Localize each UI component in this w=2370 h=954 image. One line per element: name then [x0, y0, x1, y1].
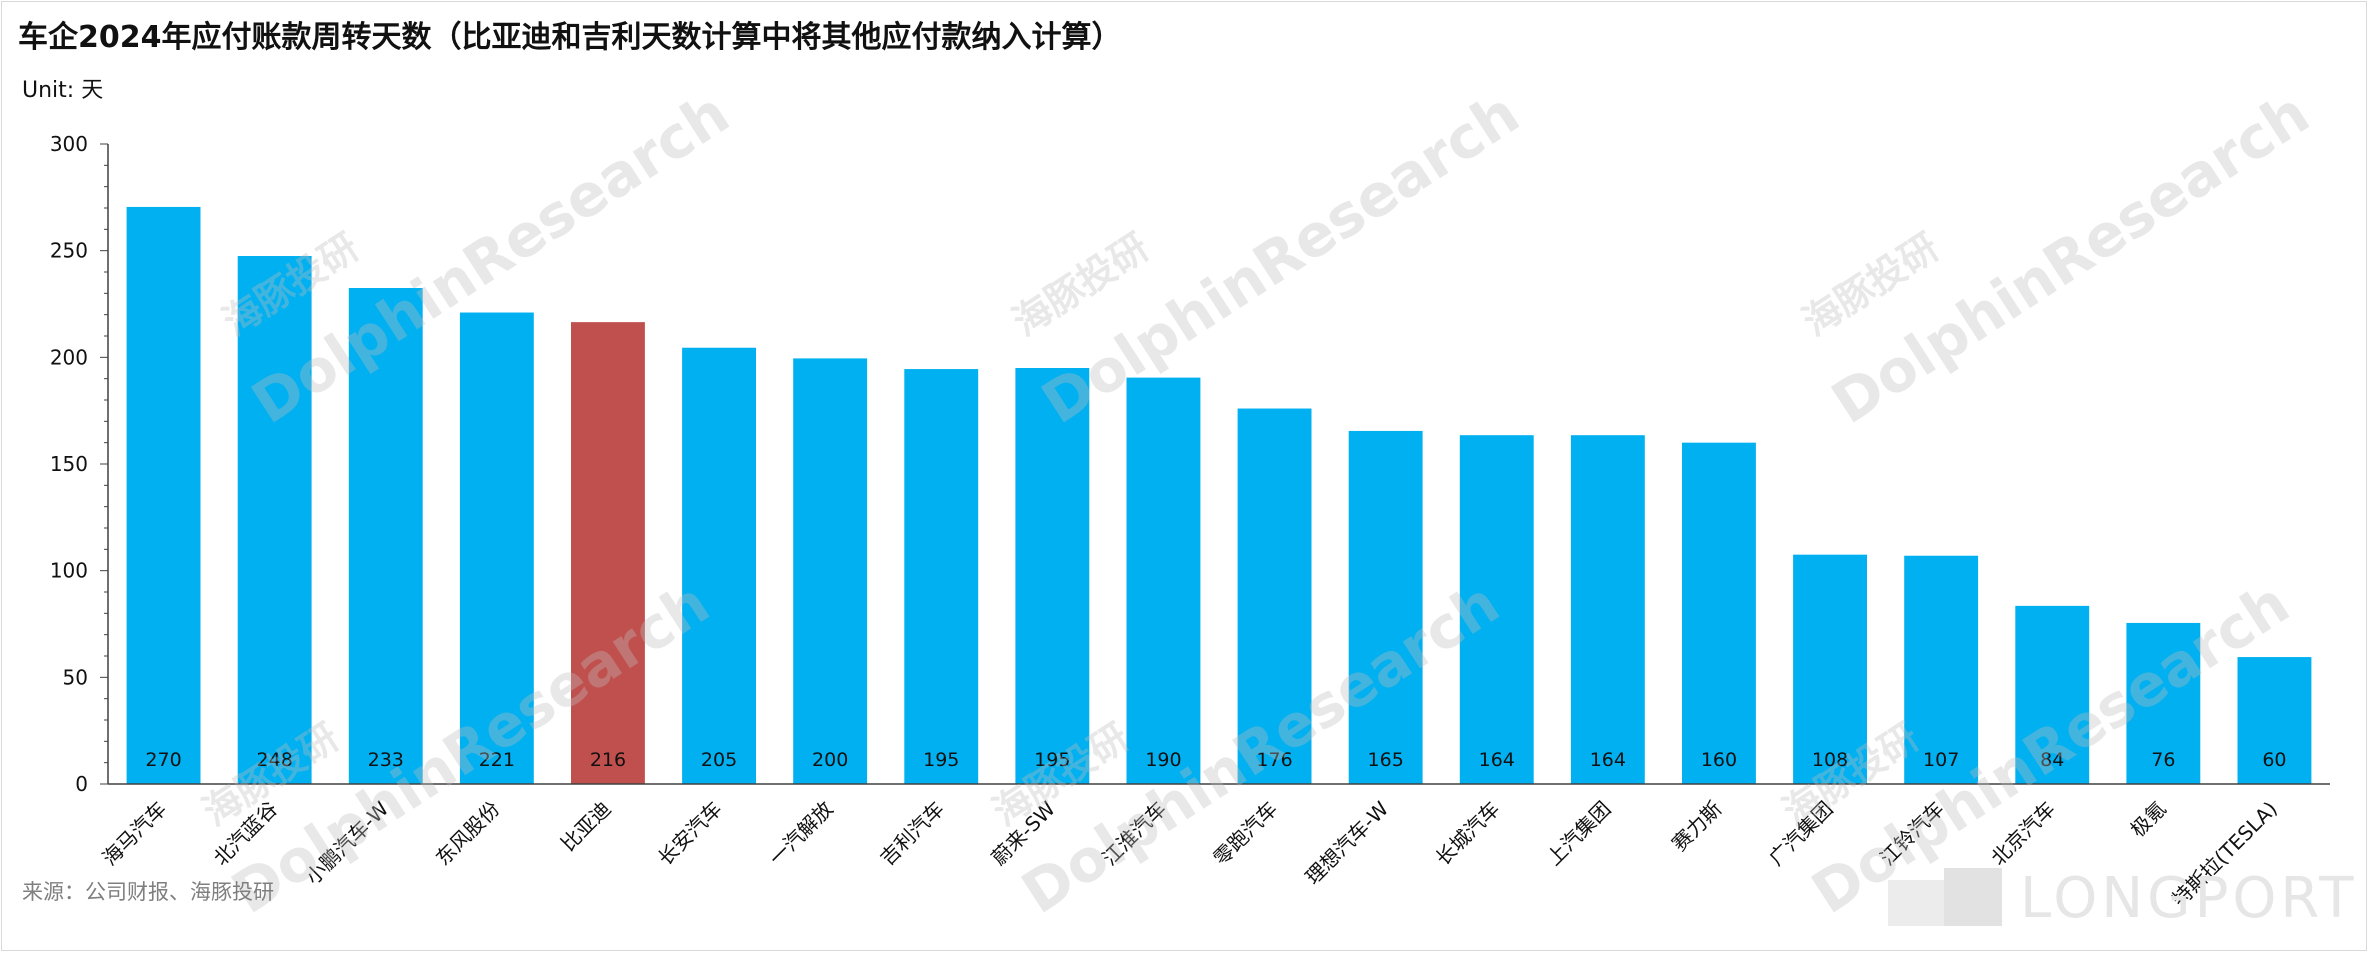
bar-value-label: 176 — [1256, 749, 1292, 771]
bar — [1459, 435, 1534, 784]
x-category-label: 理想汽车-W — [1301, 796, 1394, 889]
bar-value-label: 108 — [1812, 749, 1848, 771]
y-tick-label: 300 — [50, 132, 88, 156]
bar — [1793, 554, 1867, 784]
y-tick-label: 200 — [50, 345, 88, 369]
bar — [1126, 377, 1201, 784]
bar — [1015, 368, 1090, 784]
x-category-label: 广汽集团 — [1764, 797, 1838, 871]
bar — [1904, 555, 1979, 784]
bar-value-label: 205 — [701, 749, 737, 771]
bar — [904, 369, 979, 784]
bar-value-label: 216 — [590, 749, 626, 771]
bar — [237, 256, 312, 784]
bar — [1237, 408, 1312, 784]
bar-value-label: 270 — [145, 749, 181, 771]
bar-value-label: 221 — [479, 749, 515, 771]
x-category-label: 东风股份 — [431, 797, 505, 871]
bar-value-label: 195 — [1034, 749, 1070, 771]
bar — [1348, 430, 1423, 784]
x-category-label: 一汽解放 — [764, 797, 838, 871]
x-category-label: 赛力斯 — [1667, 797, 1726, 856]
bar — [126, 206, 201, 784]
bar-value-label: 195 — [923, 749, 959, 771]
bar-value-label: 84 — [2040, 749, 2064, 771]
x-category-label: 江铃汽车 — [1875, 797, 1949, 871]
x-category-label: 蔚来-SW — [987, 796, 1060, 869]
y-tick-label: 0 — [75, 772, 88, 796]
bar-value-label: 233 — [368, 749, 404, 771]
bar-value-label: 164 — [1590, 749, 1626, 771]
x-category-label: 长城汽车 — [1431, 797, 1505, 871]
x-category-label: 北京汽车 — [1986, 797, 2060, 871]
bar — [682, 347, 756, 784]
y-tick-label: 250 — [50, 239, 88, 263]
bar-value-label: 190 — [1145, 749, 1181, 771]
bar-value-label: 165 — [1368, 749, 1404, 771]
bar-value-label: 160 — [1701, 749, 1737, 771]
source-note: 来源：公司财报、海豚投研 — [22, 880, 274, 904]
bar — [571, 322, 645, 784]
bar — [2237, 657, 2312, 784]
bar — [2126, 622, 2201, 784]
y-axis-unit-label: Unit: 天 — [22, 78, 104, 103]
bar — [793, 358, 868, 784]
y-tick-label: 100 — [50, 559, 88, 583]
x-category-label: 北汽蓝谷 — [209, 797, 283, 871]
y-tick-label: 150 — [50, 452, 88, 476]
x-category-label: 江淮汽车 — [1097, 797, 1171, 871]
x-category-label: 极氪 — [2126, 797, 2171, 842]
bar-value-label: 164 — [1479, 749, 1515, 771]
bar — [1682, 442, 1756, 784]
x-category-label: 长安汽车 — [653, 797, 727, 871]
longport-brand: LONGPORT — [1888, 866, 2357, 931]
bar — [1570, 435, 1645, 784]
bar-value-label: 107 — [1923, 749, 1959, 771]
x-category-label: 吉利汽车 — [875, 797, 949, 871]
bar-value-label: 200 — [812, 749, 848, 771]
x-category-label: 海马汽车 — [98, 797, 172, 871]
x-category-label: 上汽集团 — [1542, 797, 1616, 871]
bar-value-label: 76 — [2151, 749, 2175, 771]
bar — [459, 312, 534, 784]
bar — [348, 288, 423, 784]
bar — [2015, 605, 2090, 784]
x-category-label: 比亚迪 — [556, 797, 615, 856]
bar-value-label: 60 — [2262, 749, 2286, 771]
longport-logo-icon — [1888, 867, 2006, 930]
chart-title: 车企2024年应付账款周转天数（比亚迪和吉利天数计算中将其他应付款纳入计算） — [18, 20, 1122, 55]
brand-text: LONGPORT — [2020, 866, 2358, 931]
x-category-label: 零跑汽车 — [1209, 797, 1283, 871]
y-tick-label: 50 — [63, 665, 88, 689]
x-category-label: 小鹏汽车-W — [301, 796, 394, 889]
bar-value-label: 248 — [257, 749, 293, 771]
